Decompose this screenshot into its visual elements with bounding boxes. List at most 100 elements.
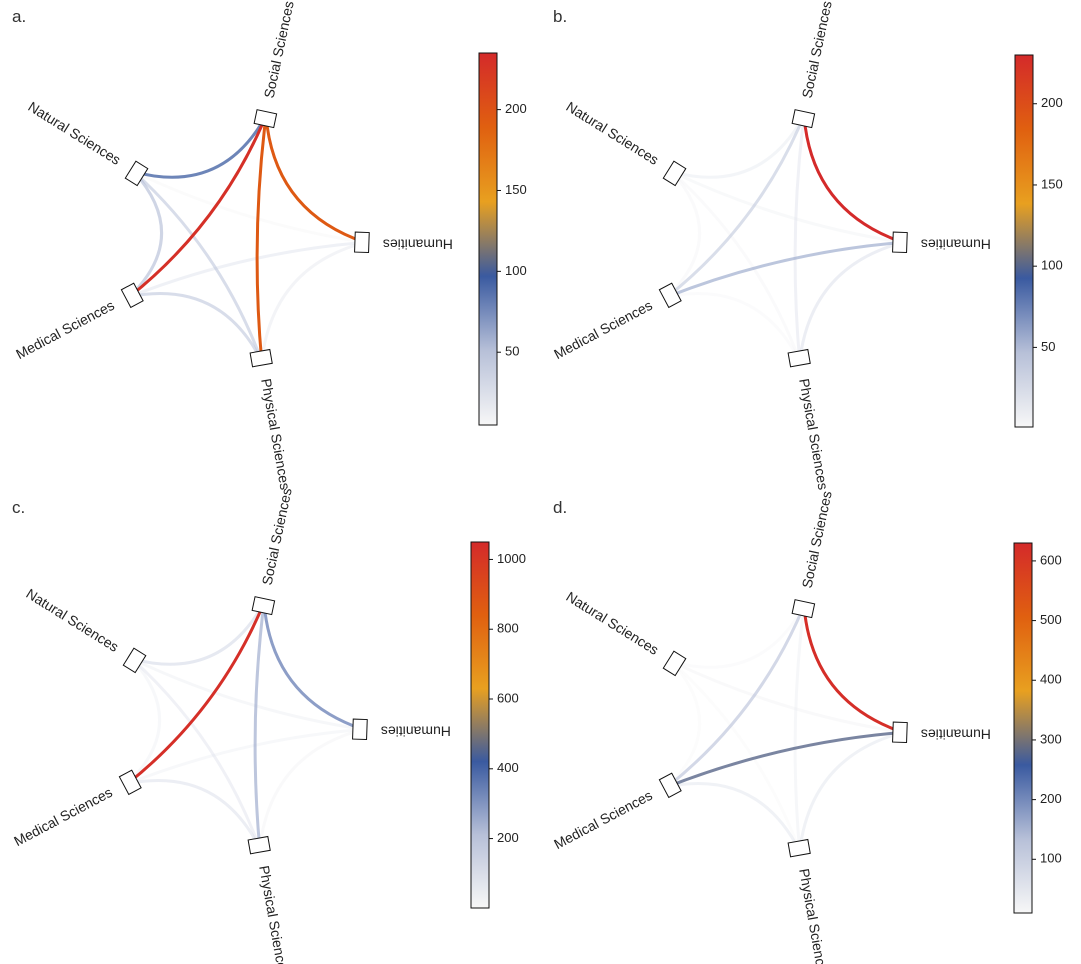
edge-social-sciences-medical-sciences [126, 601, 266, 786]
edge-social-sciences-natural-sciences [132, 114, 268, 179]
colorbar-tick-label: 400 [497, 760, 519, 775]
edge-natural-sciences-medical-sciences [666, 660, 702, 789]
panel-letter: b. [553, 7, 567, 26]
panel-a: a. Social Sciences Humanities Physical Scie… [12, 0, 527, 491]
colorbar-tick-label: 300 [1040, 731, 1062, 746]
node-box [253, 109, 278, 129]
node-box [791, 599, 816, 619]
node-medical-sciences [118, 769, 142, 796]
node-box [118, 769, 142, 796]
edge-social-sciences-medical-sciences [666, 604, 806, 789]
colorbar-tick-label: 1000 [497, 551, 526, 566]
node-humanities [892, 231, 908, 254]
edge-social-sciences-humanities [264, 114, 367, 244]
edge-social-sciences-humanities [262, 601, 365, 731]
node-label-medical-sciences: Medical Sciences [551, 297, 655, 362]
node-label-social-sciences: Social Sciences [799, 489, 835, 589]
edge-social-sciences-physical-sciences [253, 601, 266, 850]
node-box [120, 282, 144, 309]
node-physical-sciences [787, 838, 811, 858]
edge-natural-sciences-humanities [670, 170, 905, 244]
panel-b: b. Social Sciences Humanities Physical Scie… [551, 0, 1063, 491]
node-box [662, 650, 687, 677]
node-label-natural-sciences: Natural Sciences [23, 585, 121, 655]
edge-medical-sciences-humanities [666, 240, 905, 299]
colorbar [470, 541, 490, 909]
node-label-medical-sciences: Medical Sciences [11, 784, 115, 849]
edge-medical-sciences-physical-sciences [666, 292, 802, 363]
node-box [787, 348, 811, 368]
node-box [251, 596, 276, 616]
node-label-humanities: Humanities [921, 726, 991, 742]
node-box [791, 109, 816, 129]
edge-social-sciences-physical-sciences [255, 114, 268, 363]
edge-humanities-physical-sciences [260, 240, 367, 363]
node-box [249, 348, 273, 368]
colorbar-tick-label: 200 [505, 101, 527, 116]
edge-medical-sciences-physical-sciences [126, 779, 262, 850]
colorbar-tick-label: 800 [497, 621, 519, 636]
colorbar [1013, 542, 1033, 914]
colorbar-tick-label: 600 [497, 690, 519, 705]
node-box [247, 835, 271, 855]
node-box [892, 721, 908, 744]
node-box [658, 282, 682, 309]
colorbar-tick-label: 150 [1041, 176, 1063, 191]
node-label-natural-sciences: Natural Sciences [25, 98, 123, 168]
colorbar-tick-label: 100 [1040, 851, 1062, 866]
node-medical-sciences [658, 772, 682, 799]
edge-social-sciences-humanities [802, 114, 905, 244]
node-label-physical-sciences: Physical Sciences [796, 867, 831, 964]
node-label-humanities: Humanities [381, 723, 451, 739]
node-social-sciences [253, 109, 278, 129]
panel-d: d. Social Sciences Humanities Physical Scie… [551, 489, 1062, 964]
colorbar-tick-label: 200 [1041, 95, 1063, 110]
colorbar-tick-label: 200 [497, 830, 519, 845]
colorbar-tick-label: 100 [505, 263, 527, 278]
colorbar-tick-label: 200 [1040, 791, 1062, 806]
node-natural-sciences [124, 160, 149, 187]
panel-letter: c. [12, 498, 25, 517]
node-label-natural-sciences: Natural Sciences [563, 588, 661, 658]
edge-natural-sciences-humanities [130, 657, 365, 731]
node-natural-sciences [662, 160, 687, 187]
node-label-physical-sciences: Physical Sciences [258, 377, 293, 491]
colorbar-tick-label: 500 [1040, 612, 1062, 627]
node-social-sciences [791, 109, 816, 129]
panel-letter: d. [553, 498, 567, 517]
edge-social-sciences-natural-sciences [130, 601, 266, 666]
colorbar-tick-label: 100 [1041, 258, 1063, 273]
node-box [124, 160, 149, 187]
node-box [787, 838, 811, 858]
edge-natural-sciences-physical-sciences [670, 170, 802, 363]
node-natural-sciences [662, 650, 687, 677]
node-physical-sciences [249, 348, 273, 368]
edge-social-sciences-physical-sciences [793, 114, 806, 363]
node-medical-sciences [658, 282, 682, 309]
node-humanities [352, 718, 368, 741]
edge-humanities-physical-sciences [798, 240, 905, 363]
node-box [352, 718, 368, 741]
node-label-medical-sciences: Medical Sciences [551, 787, 655, 852]
colorbar-tick-label: 150 [505, 182, 527, 197]
edge-natural-sciences-physical-sciences [670, 660, 802, 853]
node-natural-sciences [122, 647, 147, 674]
edge-natural-sciences-physical-sciences [132, 170, 264, 363]
edge-social-sciences-medical-sciences [128, 114, 268, 299]
edge-humanities-physical-sciences [798, 730, 905, 853]
node-physical-sciences [247, 835, 271, 855]
node-label-natural-sciences: Natural Sciences [563, 98, 661, 168]
edge-social-sciences-humanities [802, 604, 905, 734]
node-box [658, 772, 682, 799]
edge-natural-sciences-humanities [670, 660, 905, 734]
node-box [892, 231, 908, 254]
panel-c: c. Social Sciences Humanities Physical Scie… [11, 486, 526, 964]
node-label-physical-sciences: Physical Sciences [796, 377, 831, 491]
node-social-sciences [791, 599, 816, 619]
edge-social-sciences-physical-sciences [793, 604, 806, 853]
colorbar-tick-label: 50 [1041, 339, 1055, 354]
edge-social-sciences-natural-sciences [670, 114, 806, 179]
node-label-social-sciences: Social Sciences [799, 0, 835, 99]
edge-humanities-physical-sciences [258, 727, 365, 850]
